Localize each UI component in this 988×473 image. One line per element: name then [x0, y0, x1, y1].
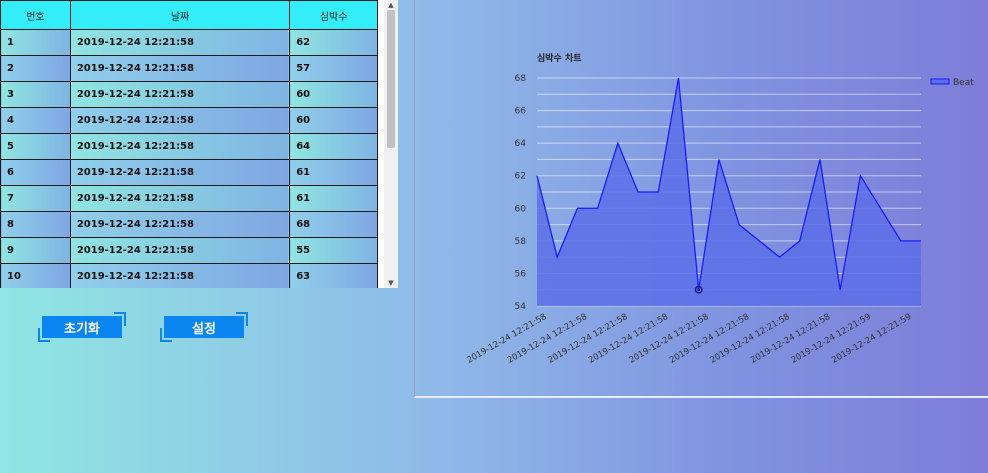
table-scrollbar[interactable]: ▲ ▼ — [384, 0, 398, 288]
table-row[interactable]: 4 2019-12-24 12:21:58 60 — [0, 107, 378, 134]
highlighted-data-point-center — [697, 288, 701, 292]
scroll-thumb[interactable] — [387, 10, 395, 148]
button-corner-decoration — [160, 328, 172, 342]
y-tick-label: 64 — [515, 139, 527, 149]
cell-date: 2019-12-24 12:21:58 — [69, 159, 291, 186]
cell-heart-rate: 62 — [289, 29, 378, 56]
data-point[interactable] — [716, 156, 722, 162]
cell-heart-rate: 55 — [289, 237, 378, 264]
data-point[interactable] — [574, 205, 580, 211]
data-point[interactable] — [898, 238, 904, 244]
data-point[interactable] — [837, 287, 843, 293]
y-tick-label: 62 — [515, 172, 526, 182]
table-row[interactable]: 6 2019-12-24 12:21:58 61 — [0, 159, 378, 186]
cell-number: 2 — [0, 55, 71, 82]
series-line-beat[interactable] — [536, 77, 921, 290]
cell-date: 2019-12-24 12:21:58 — [69, 185, 291, 212]
y-tick-label: 60 — [515, 204, 527, 214]
table-row[interactable]: 8 2019-12-24 12:21:58 68 — [0, 211, 378, 238]
cell-number: 4 — [0, 107, 71, 134]
settings-button[interactable]: 설정 — [160, 312, 248, 342]
cell-date: 2019-12-24 12:21:58 — [69, 263, 291, 288]
cell-date: 2019-12-24 12:21:58 — [69, 107, 291, 134]
cell-number: 9 — [0, 237, 71, 264]
cell-heart-rate: 64 — [289, 133, 378, 160]
table-row[interactable]: 9 2019-12-24 12:21:58 55 — [0, 237, 378, 264]
data-point[interactable] — [878, 205, 884, 211]
data-point[interactable] — [675, 75, 681, 81]
scroll-down-arrow-icon[interactable]: ▼ — [388, 279, 394, 287]
table-row[interactable]: 2 2019-12-24 12:21:58 57 — [0, 55, 378, 82]
data-point[interactable] — [777, 254, 783, 260]
reset-button[interactable]: 초기화 — [38, 312, 126, 342]
cell-number: 7 — [0, 185, 71, 212]
y-tick-label: 68 — [515, 74, 527, 84]
y-tick-label: 54 — [515, 302, 527, 312]
cell-date: 2019-12-24 12:21:58 — [69, 55, 291, 82]
cell-heart-rate: 60 — [289, 107, 378, 134]
y-tick-label: 56 — [515, 269, 527, 279]
cell-heart-rate: 61 — [289, 159, 378, 186]
cell-heart-rate: 63 — [289, 263, 378, 288]
cell-heart-rate: 61 — [289, 185, 378, 212]
data-point[interactable] — [736, 222, 742, 228]
data-point[interactable] — [615, 140, 621, 146]
table-row[interactable]: 3 2019-12-24 12:21:58 60 — [0, 81, 378, 108]
cell-date: 2019-12-24 12:21:58 — [69, 211, 291, 238]
scroll-up-arrow-icon[interactable]: ▲ — [388, 1, 394, 9]
table-row[interactable]: 7 2019-12-24 12:21:58 61 — [0, 185, 378, 212]
cell-heart-rate: 68 — [289, 211, 378, 238]
column-header-number[interactable]: 번호 — [0, 0, 71, 30]
cell-date: 2019-12-24 12:21:58 — [69, 81, 291, 108]
cell-number: 8 — [0, 211, 71, 238]
data-point[interactable] — [817, 156, 823, 162]
y-tick-label: 58 — [515, 237, 527, 247]
cell-number: 10 — [0, 263, 71, 288]
cell-heart-rate: 60 — [289, 81, 378, 108]
data-point[interactable] — [595, 205, 601, 211]
highlighted-data-point[interactable] — [694, 285, 703, 294]
table-row[interactable]: 1 2019-12-24 12:21:58 62 — [0, 29, 378, 56]
cell-date: 2019-12-24 12:21:58 — [69, 133, 291, 160]
data-point[interactable] — [655, 189, 661, 195]
cell-number: 3 — [0, 81, 71, 108]
cell-number: 1 — [0, 29, 71, 56]
button-corner-decoration — [114, 312, 126, 326]
y-tick-label: 66 — [515, 107, 527, 117]
legend-swatch-beat — [930, 78, 950, 85]
table-header-row: 번호 날짜 심박수 — [0, 0, 378, 30]
cell-date: 2019-12-24 12:21:58 — [69, 29, 291, 56]
data-point[interactable] — [857, 173, 863, 179]
data-point[interactable] — [756, 238, 762, 244]
button-corner-decoration — [38, 328, 50, 342]
reset-button-label: 초기화 — [42, 316, 122, 338]
data-point[interactable] — [918, 238, 924, 244]
heart-rate-chart-panel: 심박수 차트 54 56 58 60 62 64 66 68 2019-12-24 12:21:5… — [414, 0, 988, 398]
data-point[interactable] — [635, 189, 641, 195]
column-header-date[interactable]: 날짜 — [69, 0, 291, 30]
cell-date: 2019-12-24 12:21:58 — [69, 237, 291, 264]
table-row[interactable]: 10 2019-12-24 12:21:58 63 — [0, 263, 378, 288]
data-point[interactable] — [534, 173, 540, 179]
heartbeat-table-panel: 번호 날짜 심박수 1 2019-12-24 12:21:58 62 2 2019-12… — [0, 0, 398, 288]
table-body: 1 2019-12-24 12:21:58 62 2 2019-12-24 12:21:… — [0, 29, 378, 288]
cell-number: 5 — [0, 133, 71, 160]
table-row[interactable]: 5 2019-12-24 12:21:58 64 — [0, 133, 378, 160]
legend-label-beat[interactable]: Beat — [953, 78, 974, 88]
chart-title: 심박수 차트 — [537, 52, 582, 64]
settings-button-label: 설정 — [164, 316, 244, 338]
heartbeat-table-scroll-area[interactable]: 번호 날짜 심박수 1 2019-12-24 12:21:58 62 2 2019-12… — [0, 0, 383, 288]
button-corner-decoration — [236, 312, 248, 326]
cell-heart-rate: 57 — [289, 55, 378, 82]
heartbeat-table: 번호 날짜 심박수 1 2019-12-24 12:21:58 62 2 2019-12… — [0, 0, 378, 288]
cell-number: 6 — [0, 159, 71, 186]
data-point[interactable] — [554, 254, 560, 260]
data-point[interactable] — [797, 238, 803, 244]
column-header-heart-rate[interactable]: 심박수 — [289, 0, 378, 30]
